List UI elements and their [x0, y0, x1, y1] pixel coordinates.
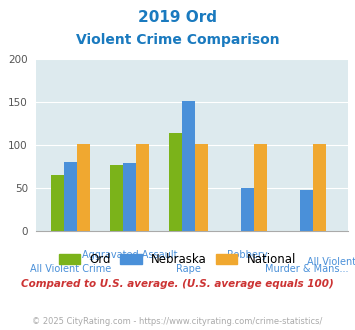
Bar: [51, 175, 64, 231]
Bar: [77, 144, 90, 231]
Bar: [182, 101, 195, 231]
Bar: [195, 144, 208, 231]
Text: Murder & Mans...: Murder & Mans...: [265, 264, 348, 274]
Bar: [110, 165, 123, 231]
Bar: [123, 163, 136, 231]
Bar: [241, 188, 254, 231]
Bar: [169, 133, 182, 231]
Text: All Violent Crime: All Violent Crime: [30, 264, 111, 274]
Text: Aggravated Assault: Aggravated Assault: [82, 250, 178, 260]
Bar: [313, 144, 326, 231]
Legend: Ord, Nebraska, National: Ord, Nebraska, National: [54, 248, 301, 271]
Bar: [136, 144, 149, 231]
Bar: [64, 162, 77, 231]
Text: Compared to U.S. average. (U.S. average equals 100): Compared to U.S. average. (U.S. average …: [21, 279, 334, 289]
Bar: [300, 190, 313, 231]
Bar: [254, 144, 267, 231]
Text: All Violent Crime: All Violent Crime: [307, 257, 355, 267]
Text: 2019 Ord: 2019 Ord: [138, 10, 217, 25]
Text: Robbery: Robbery: [228, 250, 268, 260]
Text: Rape: Rape: [176, 264, 201, 274]
Text: © 2025 CityRating.com - https://www.cityrating.com/crime-statistics/: © 2025 CityRating.com - https://www.city…: [32, 317, 323, 326]
Text: Violent Crime Comparison: Violent Crime Comparison: [76, 33, 279, 47]
